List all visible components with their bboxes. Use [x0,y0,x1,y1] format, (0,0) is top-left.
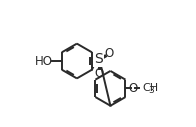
Text: O: O [128,82,138,95]
Text: O: O [104,47,113,60]
Text: CH: CH [143,83,159,93]
Text: HO: HO [35,54,53,68]
Text: S: S [94,52,103,66]
Text: O: O [94,67,103,80]
Text: 3: 3 [148,86,154,95]
